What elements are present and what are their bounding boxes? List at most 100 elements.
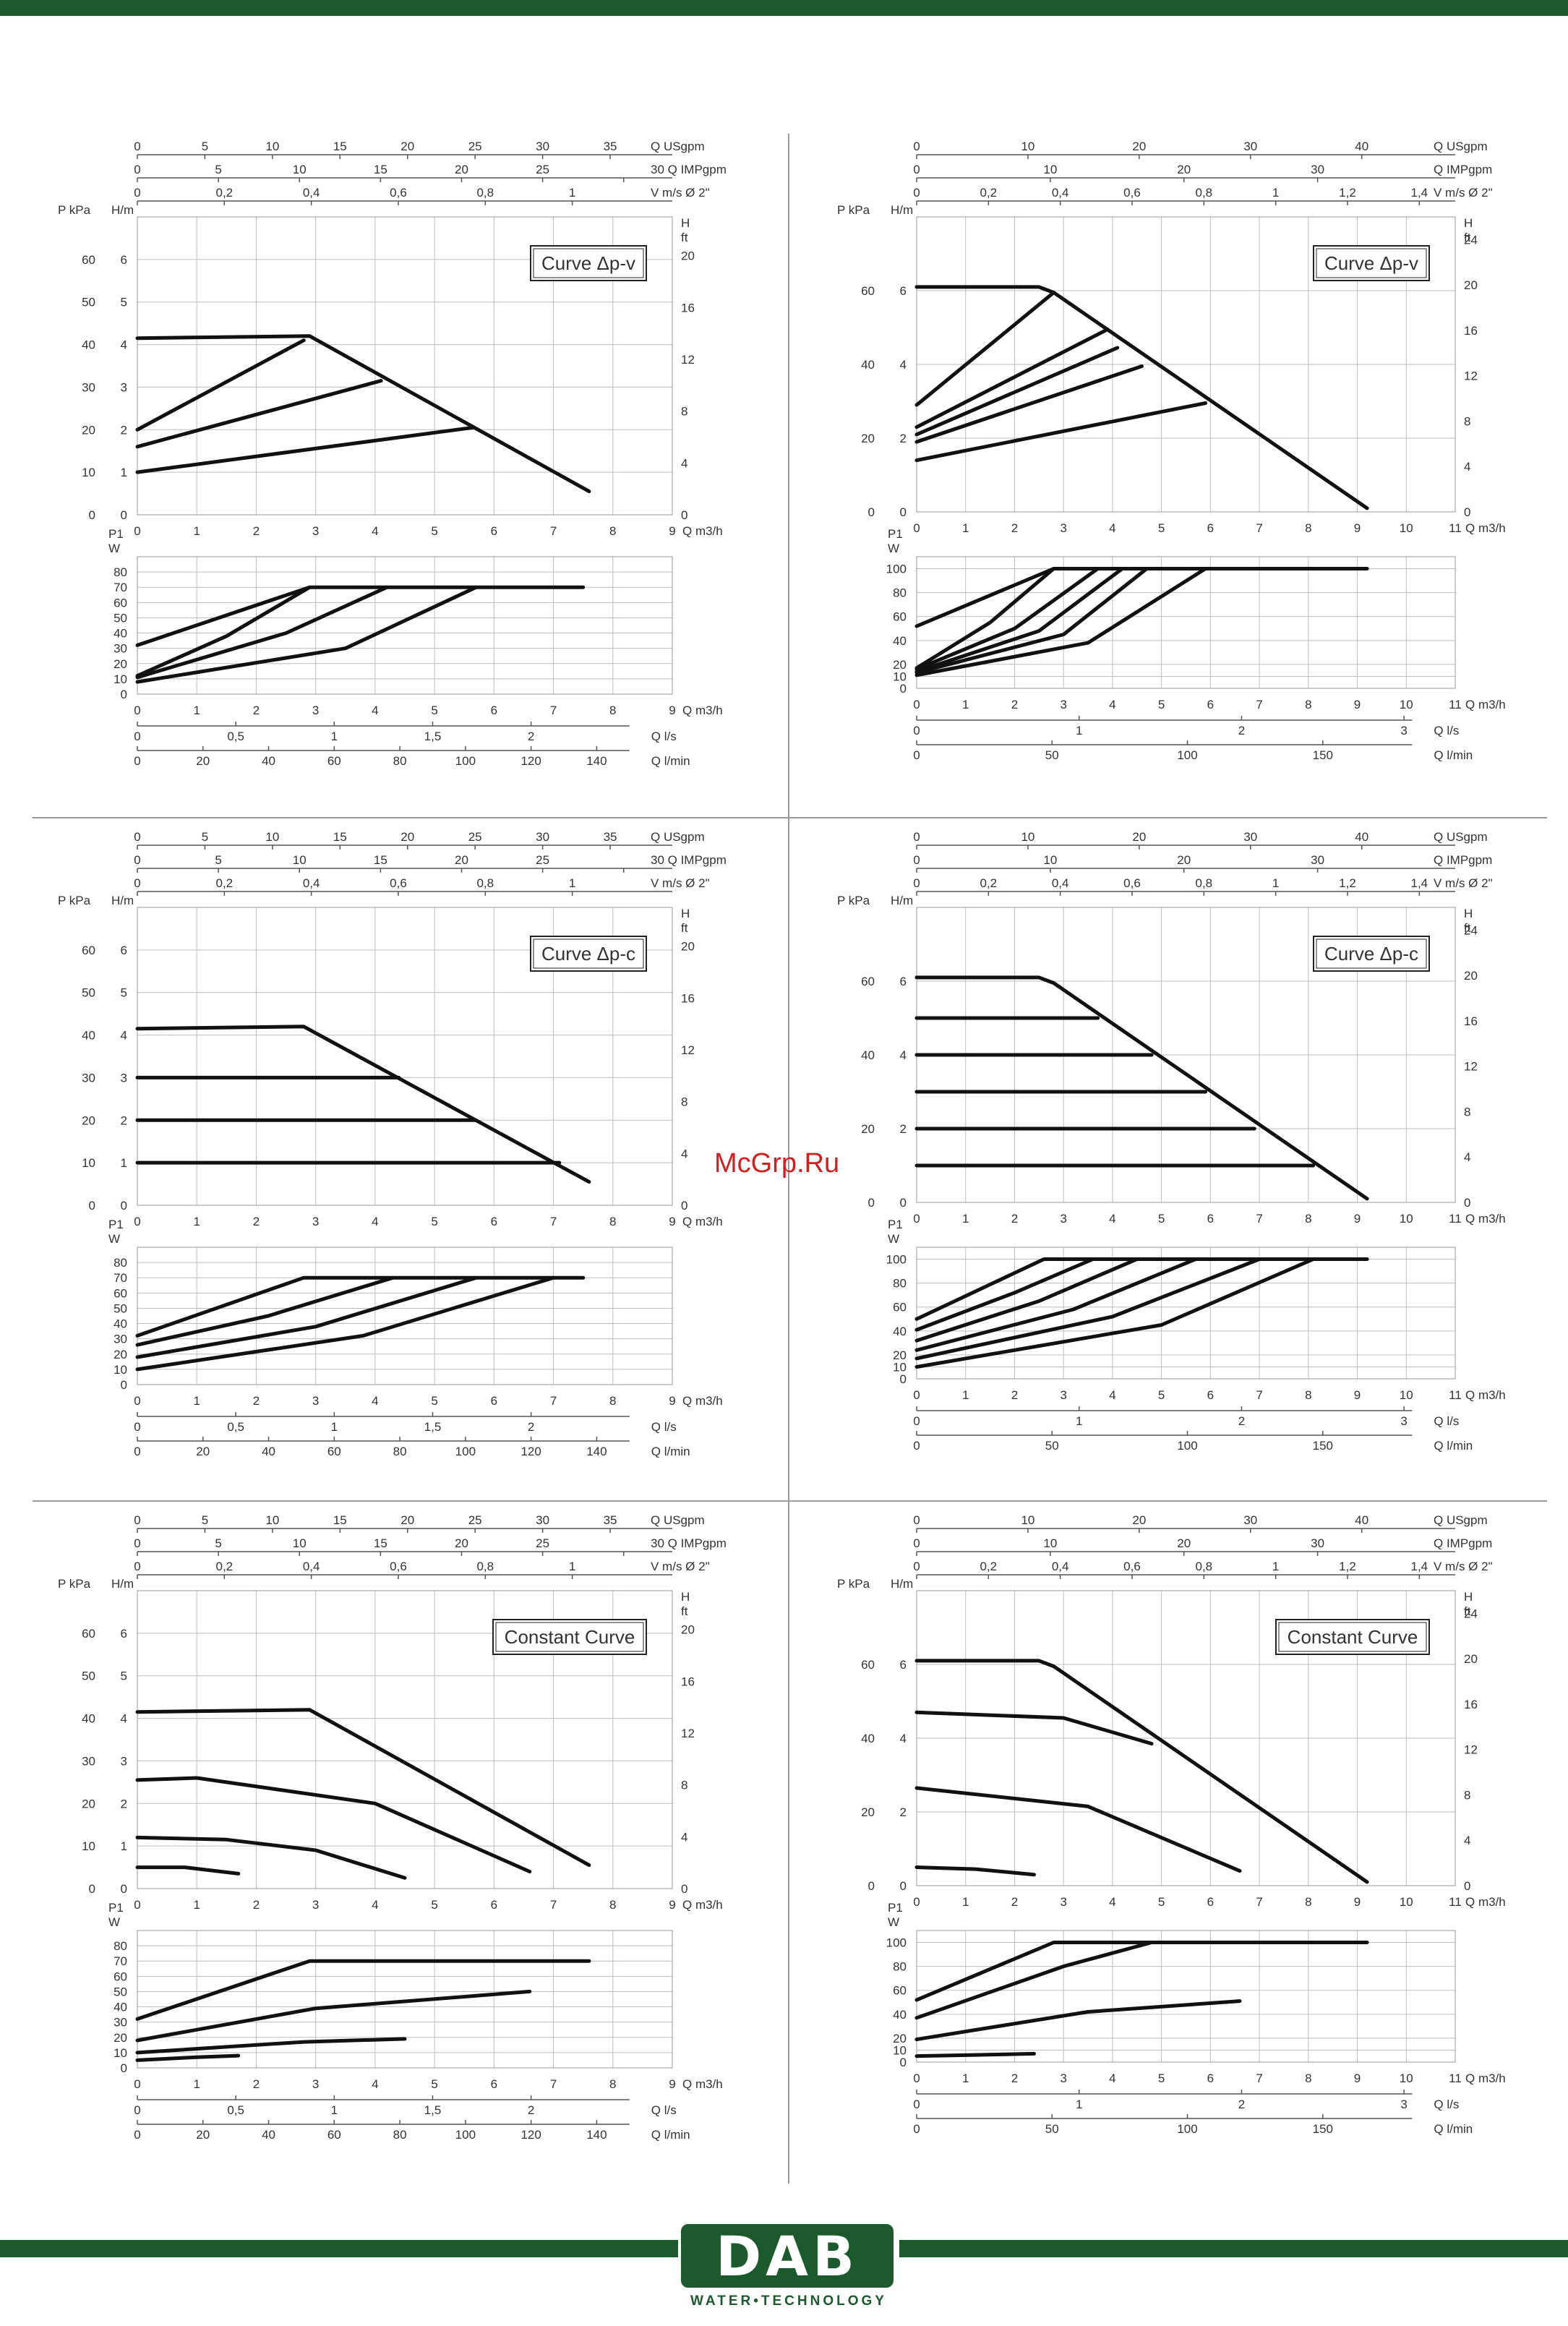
tick-label: 0	[900, 1372, 907, 1386]
tick-label: 4	[681, 456, 687, 470]
tick-label: 8	[1464, 414, 1470, 428]
head-curve-2	[914, 291, 1056, 407]
tick-label: 30	[536, 140, 549, 153]
tick-label: 10	[1400, 1212, 1413, 1226]
tick-label: 20	[400, 140, 414, 153]
tick-label: 10	[113, 2046, 127, 2060]
tick-label: 1	[1076, 1414, 1082, 1428]
tick-label: 0	[134, 1215, 140, 1228]
tick-label: 8	[609, 1898, 616, 1912]
axis-title: P kPa	[837, 1577, 870, 1591]
vertical-divider	[788, 134, 789, 2184]
tick-label: 60	[113, 1286, 127, 1300]
axis-title: Q l/s	[651, 2103, 677, 2117]
axis-title: H	[1464, 216, 1473, 230]
tick-label: 4	[1109, 1212, 1115, 1226]
impgpm-axis: 0 10 20 30 Q IMPgpm	[913, 163, 1492, 182]
tick-label: 0	[134, 1536, 140, 1550]
tick-label: 3	[121, 1754, 127, 1768]
tick-label: 0	[913, 1513, 920, 1527]
tick-label: 4	[1109, 1895, 1115, 1909]
axis-title: P kPa	[837, 203, 870, 217]
tick-label: 20	[1177, 1536, 1191, 1550]
title-inner-frame	[495, 1622, 644, 1652]
tick-label: 9	[1354, 2071, 1361, 2085]
tick-label: 1,5	[424, 1420, 442, 1434]
tick-label: 0	[134, 1898, 140, 1912]
tick-label: 8	[1305, 698, 1311, 711]
plot-frame	[137, 556, 673, 695]
tick-label: 16	[1464, 1014, 1478, 1028]
tick-label: 1	[1272, 186, 1279, 200]
tick-label: 6	[121, 1627, 127, 1641]
tick-label: 2	[528, 730, 534, 743]
tick-label: 0	[134, 524, 140, 538]
head-curve-1	[914, 1659, 1369, 1884]
tick-label: 9	[1354, 1388, 1361, 1402]
tick-label: 4	[1109, 1388, 1115, 1402]
tick-label: 0	[913, 698, 920, 711]
tick-label: 6	[121, 944, 127, 957]
tick-label: 1,2	[1339, 1560, 1356, 1573]
axis-title: V m/s Ø 2"	[1434, 186, 1493, 200]
tick-label: 1,4	[1411, 186, 1428, 200]
tick-label: 15	[374, 163, 387, 176]
tick-label: 10	[893, 670, 907, 683]
tick-label: 1	[193, 2077, 200, 2091]
tick-label: 4	[1464, 1150, 1470, 1164]
tick-label: 70	[113, 1954, 127, 1968]
tick-label: 0	[121, 1882, 127, 1896]
tick-label: 7	[550, 1898, 557, 1912]
tick-label: 11	[1449, 521, 1462, 535]
tick-label: 7	[1256, 698, 1262, 711]
head-curve-4	[914, 346, 1120, 437]
tick-label: 2	[1238, 2098, 1245, 2111]
tick-label: 20	[861, 432, 875, 445]
tick-label: 20	[681, 940, 695, 954]
tick-label: 4	[372, 2077, 378, 2091]
tick-label: 0,6	[1123, 876, 1141, 890]
tick-label: 10	[293, 163, 307, 176]
power-curve-5	[914, 1257, 1261, 1361]
tick-label: 0,5	[227, 2103, 244, 2117]
tick-label: 0,2	[980, 876, 998, 890]
tick-label: 5	[431, 1394, 437, 1408]
head-curve-3	[135, 379, 383, 449]
tick-label: 2	[900, 432, 907, 445]
tick-label: 0,8	[1196, 186, 1213, 200]
tick-label: 60	[327, 2128, 341, 2142]
tick-label: 30	[113, 2016, 127, 2030]
tick-label: 4	[1464, 1834, 1470, 1847]
tick-label: 0	[134, 140, 140, 153]
axis-title: Q l/min	[1434, 2122, 1473, 2136]
tick-label: 1,5	[424, 730, 442, 743]
tick-label: 0	[134, 1394, 140, 1408]
tick-label: 4	[1109, 698, 1115, 711]
tick-label: 20	[113, 657, 127, 671]
axis-title: Q m3/h	[1465, 2071, 1506, 2085]
axis-title: Q l/s	[651, 1420, 677, 1434]
tick-label: 6	[1207, 2071, 1214, 2085]
plot-frame	[137, 1590, 673, 1889]
tick-label: 4	[121, 1029, 127, 1043]
axis-title: V m/s Ø 2"	[651, 876, 710, 890]
tick-label: 50	[113, 1985, 127, 1998]
tick-label: 10	[1043, 1536, 1057, 1550]
tick-label: 1	[962, 1895, 969, 1909]
tick-label: 5	[1158, 1895, 1165, 1909]
tick-label: 0	[1464, 1196, 1470, 1210]
tick-label: 2	[1011, 2071, 1018, 2085]
tick-label: 9	[669, 1394, 675, 1408]
tick-label: 10	[1400, 521, 1413, 535]
axis-title: V m/s Ø 2"	[651, 1560, 710, 1573]
tick-label: 0,6	[390, 876, 407, 890]
axis-title: H/m	[891, 1577, 913, 1591]
title-frame	[1275, 1619, 1430, 1655]
tick-label: 6	[121, 253, 127, 267]
tick-label: 1	[962, 698, 969, 711]
head-curve-1	[914, 975, 1369, 1201]
tick-label: 1	[121, 466, 127, 479]
tick-label: 40	[893, 2008, 907, 2022]
